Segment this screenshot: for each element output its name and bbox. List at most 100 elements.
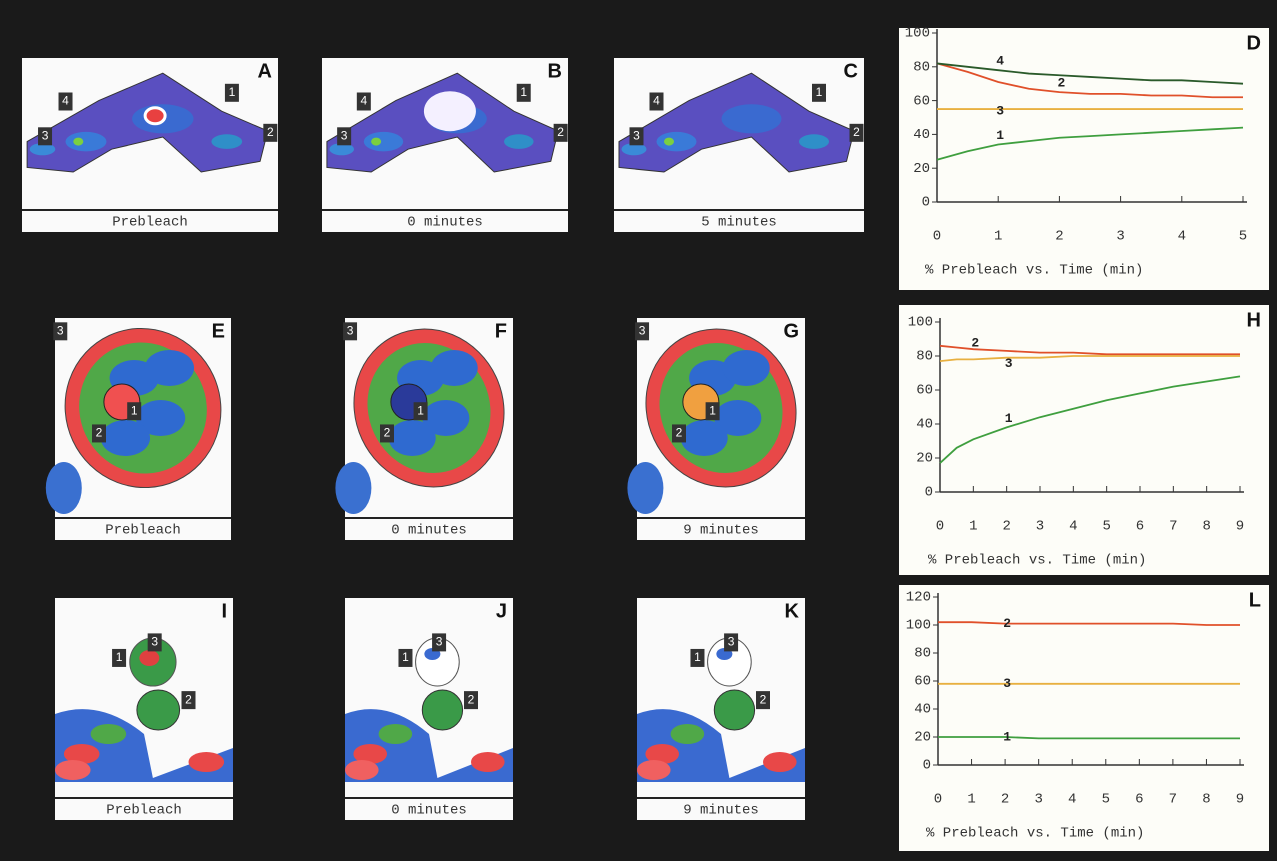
x-axis-label: % Prebleach vs. Time (min): [926, 826, 1144, 842]
panel-letter: I: [221, 600, 227, 622]
roi-label: 1: [520, 85, 527, 99]
roi-label: 1: [709, 403, 716, 417]
intensity-spot: [211, 134, 242, 149]
panel-letter: B: [548, 60, 562, 82]
x-tick-label: 6: [1136, 519, 1144, 535]
intensity-spot: [799, 134, 829, 149]
x-tick-label: 7: [1169, 792, 1177, 808]
x-tick-label: 5: [1102, 519, 1110, 535]
line-label: 1: [1003, 729, 1011, 744]
panel-letter: C: [844, 60, 858, 82]
neighbor-cell: [627, 462, 663, 514]
roi-label: 2: [267, 125, 274, 139]
roi-label: 4: [653, 94, 660, 108]
x-tick-label: 8: [1202, 792, 1210, 808]
cell-region: [714, 690, 754, 730]
panel-caption: Prebleach: [106, 803, 182, 819]
intensity-spot: [101, 420, 150, 456]
panel-letter: F: [495, 320, 507, 342]
roi-label: 3: [347, 323, 354, 337]
y-tick-label: 100: [906, 618, 931, 634]
roi-label: 2: [676, 426, 683, 440]
y-tick-label: 40: [916, 417, 933, 433]
x-tick-label: 9: [1236, 519, 1244, 535]
x-tick-label: 2: [1002, 519, 1010, 535]
line-label: 3: [1005, 356, 1013, 371]
intensity-spot: [345, 760, 379, 780]
roi-label: 2: [185, 692, 192, 706]
cell-region: [137, 690, 180, 730]
y-tick-label: 40: [914, 702, 931, 718]
y-tick-label: 0: [922, 195, 930, 211]
green-spot: [371, 138, 381, 146]
line-label: 2: [1057, 76, 1065, 91]
x-tick-label: 7: [1169, 519, 1177, 535]
panel-caption: 0 minutes: [391, 523, 467, 539]
x-tick-label: 9: [1236, 792, 1244, 808]
intensity-spot: [763, 752, 797, 772]
line-label: 3: [1003, 676, 1011, 691]
panel-letter: L: [1249, 589, 1261, 611]
neighbor-cell: [46, 462, 82, 514]
panel-caption: 9 minutes: [683, 523, 759, 539]
x-tick-label: 6: [1135, 792, 1143, 808]
line-label: 1: [996, 128, 1004, 143]
panel-caption: 0 minutes: [391, 803, 467, 819]
line-label: 3: [996, 103, 1004, 118]
y-tick-label: 100: [908, 315, 933, 331]
x-tick-label: 3: [1036, 519, 1044, 535]
roi-label: 1: [229, 85, 236, 99]
x-tick-label: 0: [936, 519, 944, 535]
roi-label: 1: [131, 403, 138, 417]
intensity-spot: [66, 132, 107, 151]
roi-label: 1: [816, 85, 823, 99]
intensity-spot: [657, 132, 697, 151]
panel-caption: Prebleach: [105, 523, 181, 539]
intensity-spot: [379, 724, 413, 744]
roi-label: 4: [62, 94, 69, 108]
intensity-spot: [364, 132, 403, 151]
roi-label: 3: [436, 635, 443, 649]
panel-caption: 5 minutes: [701, 215, 777, 231]
intensity-spot: [637, 760, 671, 780]
x-tick-label: 2: [1055, 229, 1063, 245]
roi-label: 3: [728, 635, 735, 649]
panel-letter: A: [258, 60, 272, 82]
image-panel: 9 minutesG321: [620, 304, 822, 540]
y-tick-label: 80: [916, 349, 933, 365]
neighbor-cell: [335, 462, 371, 514]
y-tick-label: 60: [916, 383, 933, 399]
x-tick-label: 0: [933, 229, 941, 245]
panel-letter: K: [785, 600, 800, 622]
panel-caption: 0 minutes: [407, 215, 483, 231]
roi-label: 1: [402, 650, 409, 664]
x-tick-label: 1: [967, 792, 975, 808]
x-tick-label: 0: [934, 792, 942, 808]
green-spot: [664, 138, 674, 146]
chart-background: [899, 305, 1269, 575]
cell-region: [422, 690, 462, 730]
x-tick-label: 2: [1001, 792, 1009, 808]
panel-caption: 9 minutes: [683, 803, 759, 819]
x-tick-label: 3: [1116, 229, 1124, 245]
line-label: 2: [971, 336, 979, 351]
roi-label: 2: [557, 125, 564, 139]
line-label: 1: [1005, 411, 1013, 426]
y-tick-label: 60: [913, 93, 930, 109]
y-tick-label: 80: [914, 646, 931, 662]
intensity-spot: [189, 752, 225, 772]
roi-label: 3: [42, 128, 49, 142]
roi-label: 3: [639, 323, 646, 337]
x-tick-label: 1: [994, 229, 1002, 245]
intensity-spot: [431, 350, 478, 386]
intensity-spot: [91, 724, 127, 744]
roi-label: 2: [853, 125, 860, 139]
